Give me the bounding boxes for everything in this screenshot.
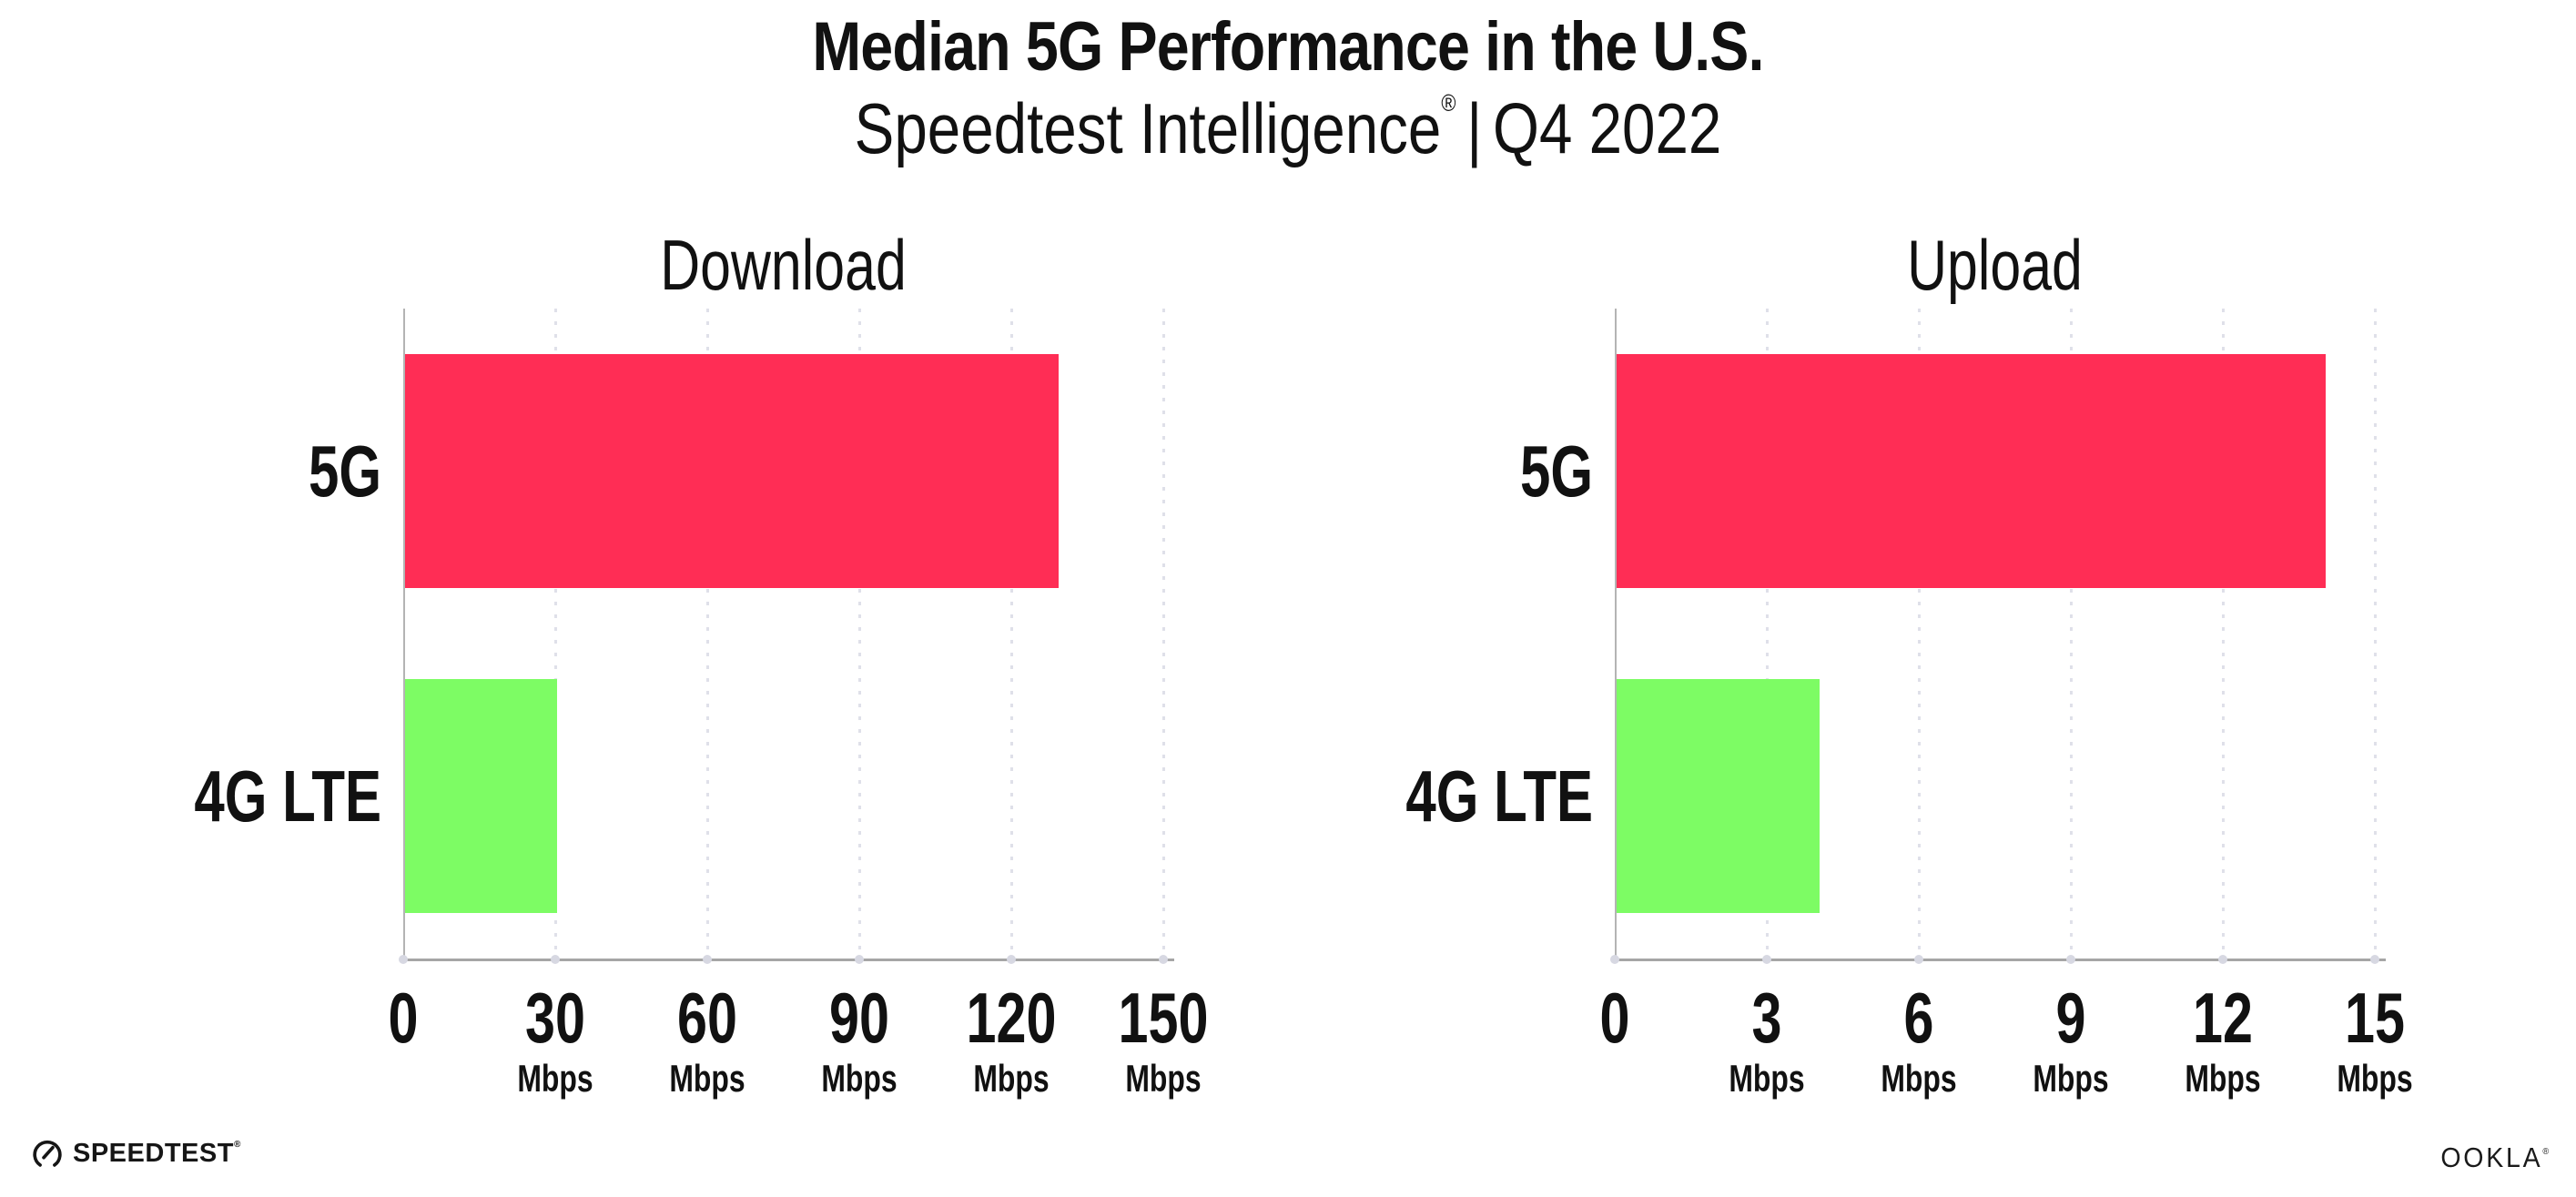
upload-chart: Upload 0 3 Mbps 6 Mbps 9 Mbps 12 Mbps 15 Mbps 5G 4G …: [1323, 218, 2412, 1138]
category-label-5g: 5G: [1519, 430, 1593, 512]
tick-label-90: 90 Mbps: [797, 981, 922, 1100]
tick-label-0: 0: [341, 981, 466, 1054]
tick-unit: Mbps: [1125, 1057, 1202, 1100]
tick-unit: Mbps: [973, 1057, 1050, 1100]
bar-5g: [1617, 354, 2327, 588]
tick-unit: Mbps: [1881, 1057, 1957, 1100]
speedtest-wordmark: SPEEDTEST®: [73, 1138, 241, 1168]
gridline-15: [2374, 309, 2377, 959]
registered-mark: ®: [1441, 89, 1456, 117]
y-axis-spine: [1615, 309, 1617, 959]
tick-value: 0: [1599, 978, 1630, 1058]
bar-5g: [405, 354, 1060, 588]
gridline-12: [2222, 309, 2225, 959]
subtitle-period: Q4 2022: [1493, 88, 1722, 168]
tick-value: 60: [677, 978, 737, 1058]
tick-value: 30: [525, 978, 585, 1058]
tick-value: 6: [1903, 978, 1934, 1058]
speedtest-gauge-icon: [30, 1136, 65, 1171]
tick-value: 15: [2345, 978, 2405, 1058]
axis-tick-dot-9: [2066, 955, 2075, 964]
bar-4g-lte: [405, 679, 557, 913]
y-axis-spine: [403, 309, 405, 959]
category-label-4g-lte: 4G LTE: [194, 755, 381, 837]
speedtest-logo: SPEEDTEST®: [30, 1136, 241, 1171]
tick-unit: Mbps: [669, 1057, 745, 1100]
gridline-30: [554, 309, 557, 959]
axis-tick-dot-60: [703, 955, 712, 964]
tick-unit: Mbps: [517, 1057, 593, 1100]
tick-value: 0: [388, 978, 419, 1058]
gridline-90: [858, 309, 861, 959]
tick-label-150: 150 Mbps: [1101, 981, 1226, 1100]
tick-label-15: 15 Mbps: [2313, 981, 2438, 1100]
axis-tick-dot-120: [1007, 955, 1016, 964]
bar-4g-lte: [1617, 679, 1820, 913]
category-label-4g-lte: 4G LTE: [1405, 755, 1593, 837]
axis-tick-dot-3: [1762, 955, 1771, 964]
page-subtitle: Speedtest Intelligence® | Q4 2022: [206, 87, 2369, 170]
tick-label-9: 9 Mbps: [2009, 981, 2134, 1100]
tick-value: 12: [2193, 978, 2253, 1058]
axis-tick-dot-15: [2370, 955, 2379, 964]
gridline-9: [2070, 309, 2073, 959]
ookla-wordmark: OOKLA: [2440, 1141, 2543, 1173]
subtitle-brand: Speedtest Intelligence: [854, 88, 1442, 168]
gridline-3: [1766, 309, 1769, 959]
tick-label-12: 12 Mbps: [2161, 981, 2286, 1100]
x-axis-line: [401, 959, 1174, 961]
tick-value: 9: [2055, 978, 2086, 1058]
tick-unit: Mbps: [2033, 1057, 2109, 1100]
tick-label-120: 120 Mbps: [949, 981, 1074, 1100]
axis-tick-dot-90: [855, 955, 864, 964]
upload-chart-title: Upload: [1907, 225, 2083, 305]
tick-unit: Mbps: [2337, 1057, 2413, 1100]
tick-unit: Mbps: [2185, 1057, 2261, 1100]
tick-value: 90: [829, 978, 889, 1058]
subtitle-separator: |: [1466, 88, 1483, 168]
axis-tick-dot-12: [2218, 955, 2227, 964]
axis-tick-dot-0: [399, 955, 408, 964]
axis-tick-dot-6: [1914, 955, 1923, 964]
axis-tick-dot-150: [1159, 955, 1168, 964]
x-axis-line: [1613, 959, 2386, 961]
ookla-logo: OOKLA®: [2440, 1141, 2549, 1174]
gridline-150: [1162, 309, 1165, 959]
tick-value: 120: [966, 978, 1057, 1058]
axis-tick-dot-0: [1610, 955, 1619, 964]
gridline-120: [1010, 309, 1013, 959]
category-label-5g: 5G: [308, 430, 381, 512]
axis-tick-dot-30: [551, 955, 560, 964]
tick-label-60: 60 Mbps: [645, 981, 770, 1100]
tick-value: 150: [1118, 978, 1209, 1058]
ookla-registered-mark: ®: [2542, 1147, 2549, 1157]
tick-value: 3: [1751, 978, 1782, 1058]
tick-unit: Mbps: [1729, 1057, 1805, 1100]
gridline-60: [706, 309, 709, 959]
gridline-6: [1918, 309, 1921, 959]
tick-label-6: 6 Mbps: [1857, 981, 1982, 1100]
page-title: Median 5G Performance in the U.S.: [812, 8, 1764, 86]
download-chart: Download 0 30 Mbps 60 Mbps 90 Mbps 120 Mbps 150 Mb…: [112, 218, 1208, 1138]
download-chart-title: Download: [660, 225, 907, 305]
tick-unit: Mbps: [821, 1057, 898, 1100]
tick-label-3: 3 Mbps: [1705, 981, 1830, 1100]
tick-label-30: 30 Mbps: [493, 981, 618, 1100]
tick-label-0: 0: [1553, 981, 1678, 1054]
